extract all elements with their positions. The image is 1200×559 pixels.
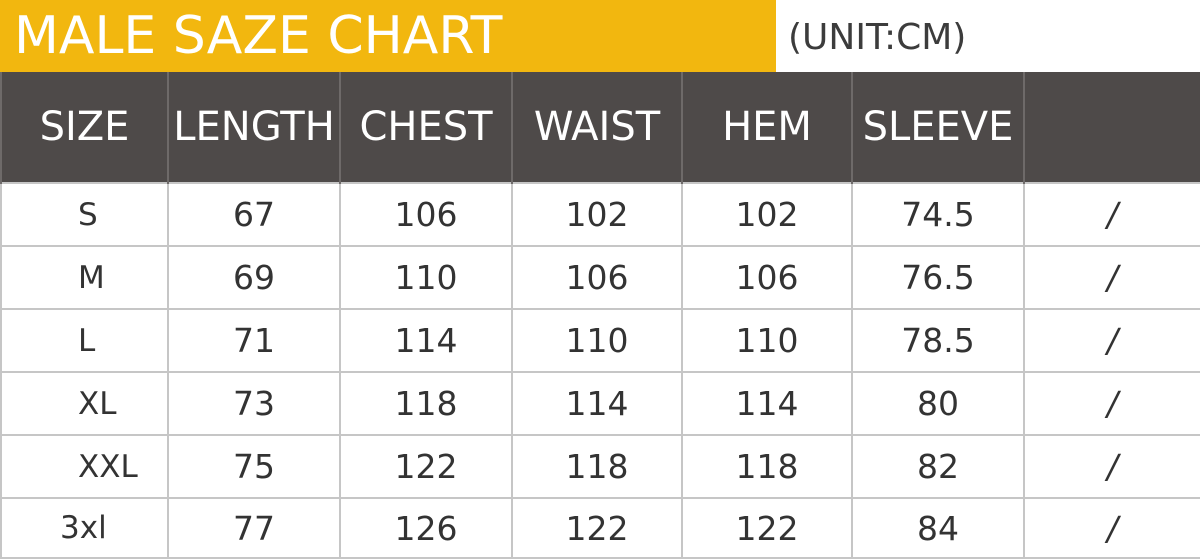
header-chest: CHEST [339,72,513,183]
table-row: XL 73 118 114 114 80 / [0,371,1200,436]
cell-extra: / [1023,371,1200,436]
cell-size: M [0,245,169,310]
cell-size: S [0,182,169,247]
cell-waist: 102 [511,182,683,247]
table-row: 3xl 77 126 122 122 84 / [0,497,1200,559]
cell-extra: / [1023,245,1200,310]
unit-label: (UNIT:CM) [788,17,967,58]
table-header: SIZE LENGTH CHEST WAIST HEM SLEEVE [0,72,1200,183]
header-waist: WAIST [511,72,683,183]
cell-size: L [0,308,169,373]
cell-sleeve: 78.5 [851,308,1025,373]
cell-size: 3xl [0,497,169,559]
header-sleeve: SLEEVE [851,72,1025,183]
cell-chest: 126 [339,497,513,559]
cell-sleeve: 76.5 [851,245,1025,310]
page-title: MALE SAZE CHART [14,6,503,66]
cell-chest: 106 [339,182,513,247]
cell-extra: / [1023,308,1200,373]
cell-extra: / [1023,497,1200,559]
header-length: LENGTH [167,72,341,183]
cell-sleeve: 80 [851,371,1025,436]
cell-waist: 110 [511,308,683,373]
table-row: XXL 75 122 118 118 82 / [0,434,1200,499]
header-row: SIZE LENGTH CHEST WAIST HEM SLEEVE [0,72,1200,183]
cell-length: 71 [167,308,341,373]
cell-hem: 122 [681,497,853,559]
title-banner: MALE SAZE CHART [0,0,776,72]
cell-sleeve: 84 [851,497,1025,559]
cell-chest: 114 [339,308,513,373]
cell-waist: 122 [511,497,683,559]
cell-size: XXL [0,434,169,499]
table-row: M 69 110 106 106 76.5 / [0,245,1200,310]
table-row: S 67 106 102 102 74.5 / [0,182,1200,247]
cell-length: 75 [167,434,341,499]
cell-sleeve: 74.5 [851,182,1025,247]
size-chart-table: SIZE LENGTH CHEST WAIST HEM SLEEVE S 67 … [0,72,1200,559]
cell-hem: 102 [681,182,853,247]
cell-waist: 106 [511,245,683,310]
cell-hem: 118 [681,434,853,499]
cell-length: 77 [167,497,341,559]
table-body: S 67 106 102 102 74.5 / M 69 110 106 106… [0,182,1200,559]
cell-hem: 114 [681,371,853,436]
cell-waist: 118 [511,434,683,499]
cell-length: 73 [167,371,341,436]
cell-chest: 122 [339,434,513,499]
cell-chest: 110 [339,245,513,310]
cell-extra: / [1023,182,1200,247]
cell-chest: 118 [339,371,513,436]
cell-extra: / [1023,434,1200,499]
cell-length: 69 [167,245,341,310]
table-row: L 71 114 110 110 78.5 / [0,308,1200,373]
cell-length: 67 [167,182,341,247]
cell-hem: 106 [681,245,853,310]
header-extra [1023,72,1200,183]
cell-hem: 110 [681,308,853,373]
cell-size: XL [0,371,169,436]
header-hem: HEM [681,72,853,183]
header-size: SIZE [0,72,169,183]
cell-waist: 114 [511,371,683,436]
cell-sleeve: 82 [851,434,1025,499]
